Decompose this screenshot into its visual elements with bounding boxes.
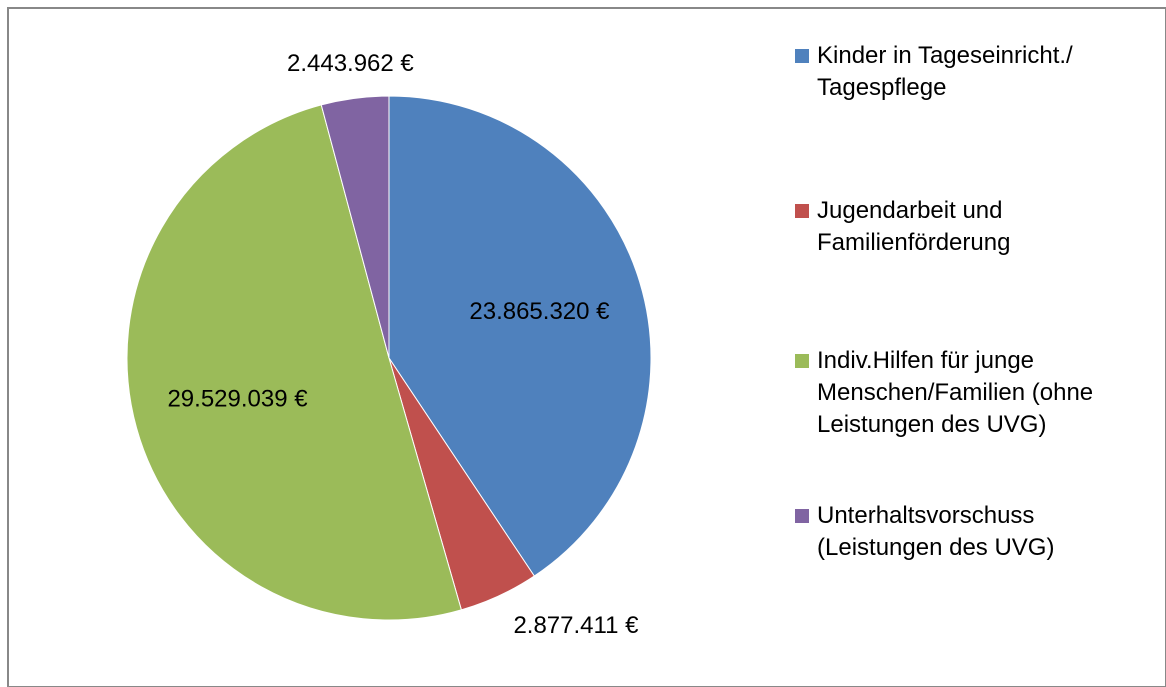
- legend-entry: Jugendarbeit und Familienförderung: [795, 195, 1135, 259]
- legend-label: Kinder in Tageseinricht./ Tagespflege: [817, 42, 1073, 101]
- value-label: 2.877.411 €: [513, 612, 639, 639]
- legend-entry: Indiv.Hilfen für junge Menschen/Familien…: [795, 345, 1135, 441]
- value-label: 2.443.962 €: [287, 50, 414, 77]
- legend-swatch: [795, 354, 809, 368]
- legend-label: Jugendarbeit und Familienförderung: [817, 197, 1011, 256]
- legend-entry: Kinder in Tageseinricht./ Tagespflege: [795, 40, 1135, 104]
- value-label: 29.529.039 €: [167, 385, 308, 412]
- pie-slice: [126, 104, 462, 621]
- legend-label: Indiv.Hilfen für junge Menschen/Familien…: [817, 347, 1094, 438]
- legend-swatch: [795, 509, 809, 523]
- legend-entry: Unterhaltsvorschuss (Leistungen des UVG): [795, 500, 1135, 564]
- pie-slice: [320, 95, 390, 359]
- legend-swatch: [795, 49, 809, 63]
- legend-swatch: [795, 204, 809, 218]
- legend-label: Unterhaltsvorschuss (Leistungen des UVG): [817, 502, 1055, 561]
- value-label: 23.865.320 €: [469, 298, 610, 325]
